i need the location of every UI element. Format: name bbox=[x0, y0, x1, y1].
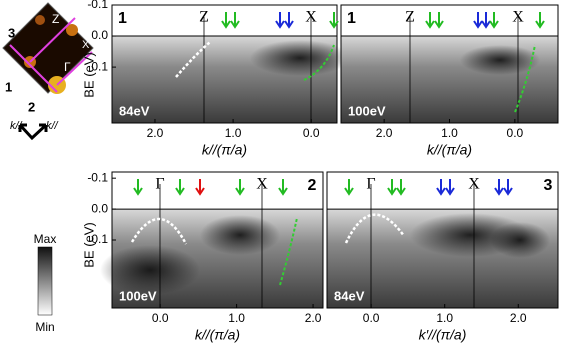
x-tick-label: 2.0 bbox=[305, 311, 322, 325]
axes-arrows bbox=[18, 123, 48, 141]
marker-arrow bbox=[230, 12, 240, 29]
symmetry-label: Z bbox=[199, 9, 209, 26]
band-dash bbox=[514, 44, 536, 113]
marker-arrow bbox=[535, 12, 545, 29]
y-tick-label: 0.0 bbox=[91, 28, 108, 42]
y-tick-label: 0.1 bbox=[91, 232, 108, 246]
symmetry-label: X bbox=[468, 176, 480, 193]
x-axis-label: k//(π/a) bbox=[202, 142, 247, 158]
panel-frame bbox=[326, 171, 559, 309]
energy-label: 84eV bbox=[334, 288, 365, 303]
marker-arrow bbox=[434, 12, 444, 29]
x-tick-label: 0.0 bbox=[363, 311, 380, 325]
x-axis-label: k//(π/a) bbox=[195, 327, 240, 343]
marker-arrow bbox=[445, 179, 455, 196]
band-feature bbox=[100, 245, 200, 295]
marker-arrow bbox=[489, 12, 499, 29]
x-tick-label: 1.0 bbox=[225, 126, 242, 140]
x-tick-label: 1.0 bbox=[436, 311, 453, 325]
cut-line bbox=[29, 17, 76, 63]
cut-line bbox=[56, 51, 93, 86]
energy-label: 100eV bbox=[119, 288, 157, 303]
marker-arrow bbox=[235, 179, 245, 196]
marker-arrow bbox=[195, 179, 205, 196]
symmetry-label: X bbox=[512, 9, 524, 26]
symmetry-label: X bbox=[305, 9, 317, 26]
band-feature bbox=[460, 45, 540, 75]
panel-number: 3 bbox=[544, 177, 553, 194]
cut-label: 3 bbox=[8, 25, 15, 40]
zone-map bbox=[2, 2, 94, 94]
band-feature bbox=[200, 215, 280, 255]
panel-number: 2 bbox=[308, 177, 317, 194]
point-label: Z bbox=[52, 12, 59, 26]
spot bbox=[35, 15, 45, 25]
x-tick-label: 0.0 bbox=[303, 126, 320, 140]
k-label: k// bbox=[46, 120, 59, 132]
inset: 3 Z X Γ 1 2 k// k// bbox=[2, 2, 94, 141]
marker-arrow bbox=[503, 179, 513, 196]
x-tick-label: 0.0 bbox=[507, 126, 524, 140]
energy-label: 100eV bbox=[348, 103, 386, 118]
x-tick-label: 1.0 bbox=[441, 126, 458, 140]
marker-arrow bbox=[425, 12, 435, 29]
point-label: X bbox=[82, 39, 90, 51]
marker-arrow bbox=[329, 12, 339, 29]
y-tick-label: 0.0 bbox=[91, 201, 108, 215]
band-feature bbox=[250, 40, 350, 76]
marker-arrow bbox=[396, 179, 406, 196]
marker-arrow bbox=[344, 179, 354, 196]
point-label: Γ bbox=[64, 60, 71, 74]
x-axis-label: k′//(π/a) bbox=[419, 327, 467, 343]
y-tick-label: -0.1 bbox=[87, 0, 108, 11]
symmetry-label: Γ bbox=[155, 176, 164, 193]
x-tick-label: 0.0 bbox=[152, 311, 169, 325]
cut-label: 2 bbox=[28, 99, 35, 114]
x-axis-label: k//(π/a) bbox=[427, 142, 472, 158]
marker-arrow bbox=[436, 179, 446, 196]
x-tick-label: 2.0 bbox=[376, 126, 393, 140]
marker-arrow bbox=[175, 179, 185, 196]
marker-arrow bbox=[278, 179, 288, 196]
band-dash bbox=[303, 44, 335, 81]
spot bbox=[66, 24, 78, 36]
k-label: k// bbox=[10, 120, 23, 132]
band-dash bbox=[130, 217, 188, 245]
marker-arrow bbox=[284, 12, 294, 29]
marker-arrow bbox=[221, 12, 231, 29]
panel-number: 1 bbox=[347, 10, 356, 27]
marker-arrow bbox=[133, 179, 143, 196]
symmetry-label: Z bbox=[405, 9, 415, 26]
colorbar bbox=[37, 246, 53, 316]
band-dash bbox=[175, 41, 211, 78]
marker-arrow bbox=[494, 179, 504, 196]
band-dash bbox=[344, 213, 406, 244]
marker-arrow bbox=[473, 12, 483, 29]
y-tick-label: -0.1 bbox=[87, 170, 108, 184]
colorbar-min: Min bbox=[35, 320, 54, 334]
marker-arrow bbox=[275, 12, 285, 29]
symmetry-label: Γ bbox=[366, 176, 375, 193]
band-feature bbox=[490, 222, 550, 258]
cut-label: 1 bbox=[5, 79, 12, 94]
x-tick-label: 2.0 bbox=[147, 126, 164, 140]
y-axis-label: BE (eV) bbox=[81, 52, 96, 98]
panel-frame bbox=[111, 4, 338, 124]
band-dash bbox=[279, 217, 298, 286]
energy-label: 84eV bbox=[119, 103, 150, 118]
y-axis-label: BE (eV) bbox=[81, 222, 96, 268]
cut-line bbox=[9, 44, 58, 93]
colorbar-max: Max bbox=[34, 232, 57, 246]
x-tick-label: 2.0 bbox=[510, 311, 527, 325]
symmetry-label: X bbox=[256, 176, 268, 193]
y-tick-label: 0.1 bbox=[91, 59, 108, 73]
marker-arrow bbox=[481, 12, 491, 29]
panel-number: 1 bbox=[118, 10, 127, 27]
marker-arrow bbox=[387, 179, 397, 196]
x-tick-label: 1.0 bbox=[228, 311, 245, 325]
